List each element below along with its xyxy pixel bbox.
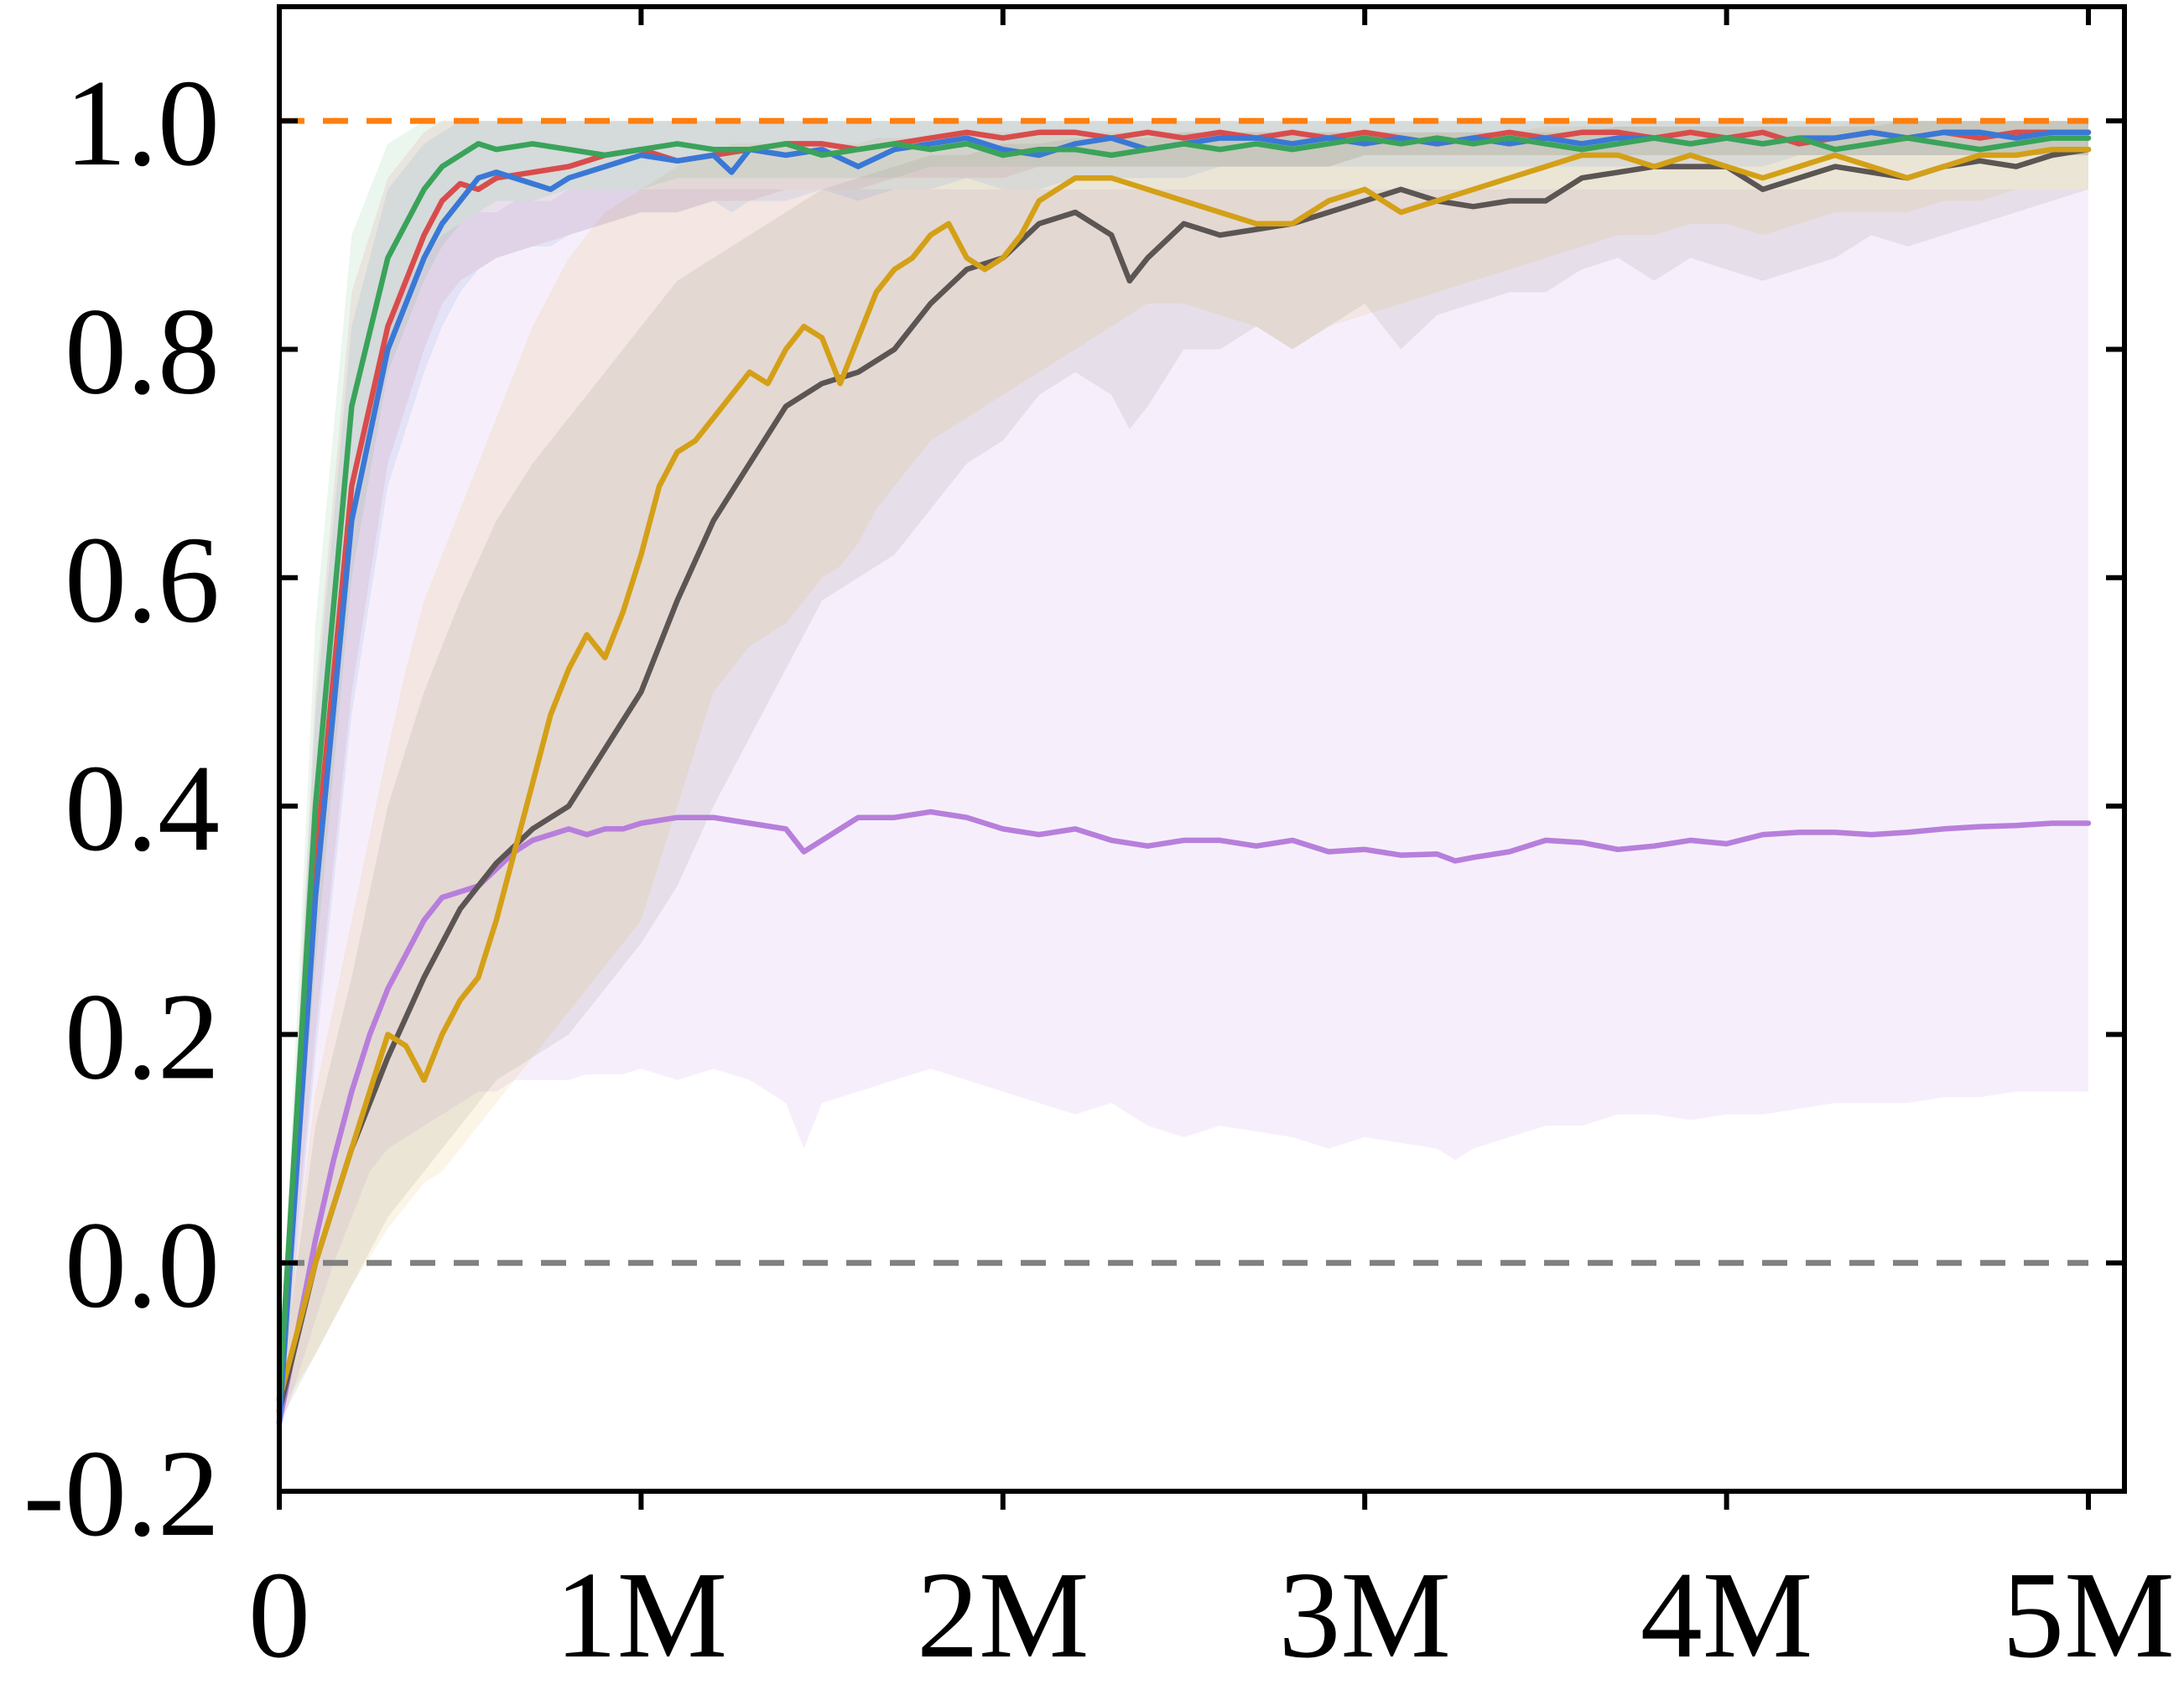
plot-frame: [277, 4, 2127, 1494]
y-tick-label: 0.4: [65, 740, 220, 877]
series-lines: [276, 129, 2092, 1426]
x-tick-label: 2M: [917, 1547, 1089, 1684]
y-axis: -0.2 0.0 0.2 0.4 0.6 0.8 1.0: [23, 55, 2124, 1563]
confidence-bands: [279, 121, 2088, 1434]
series-line-6: [276, 135, 2092, 1403]
x-tick-label: 3M: [1278, 1547, 1451, 1684]
series-line-3: [276, 146, 2092, 1403]
reference-lines: [279, 117, 2088, 1266]
series-line-4: [276, 129, 2092, 1414]
y-tick-label: 0.0: [65, 1197, 220, 1334]
x-axis: 0 1M 2M 3M 4M 5M: [248, 7, 2175, 1684]
x-tick-label: 5M: [2002, 1547, 2175, 1684]
x-tick-label: 4M: [1641, 1547, 1813, 1684]
confidence-band-4: [279, 121, 2088, 1423]
x-tick-label: 1M: [555, 1547, 728, 1684]
x-tick-label: 0: [248, 1547, 310, 1684]
y-tick-label: -0.2: [23, 1425, 220, 1563]
confidence-band-5: [279, 121, 2088, 1434]
y-tick-label: 0.2: [65, 968, 220, 1105]
series-line-2: [276, 146, 2092, 1414]
y-tick-label: 0.8: [65, 283, 220, 420]
series-line-1: [276, 809, 2092, 1426]
confidence-band-2: [279, 121, 2088, 1423]
confidence-band-3: [279, 121, 2088, 1412]
y-tick-label: 0.6: [65, 512, 220, 649]
y-tick-label: 1.0: [65, 55, 220, 192]
confidence-band-1: [279, 189, 2088, 1434]
